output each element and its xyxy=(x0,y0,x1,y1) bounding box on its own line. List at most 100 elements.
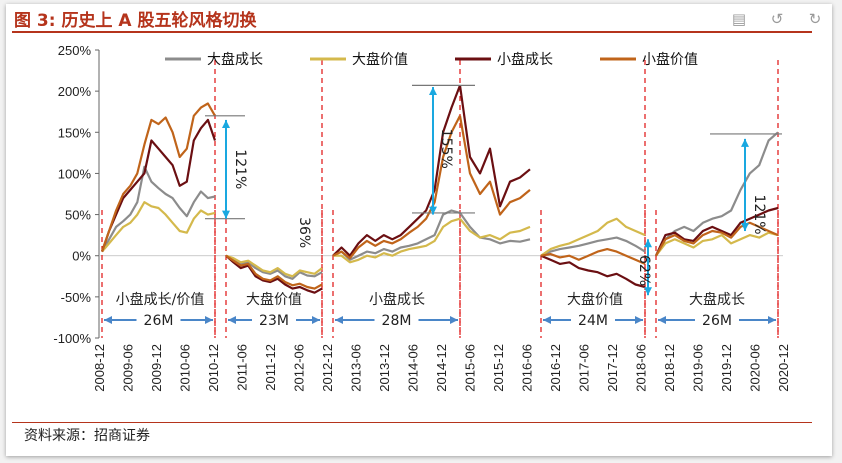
x-tick-label: 2020-12 xyxy=(776,344,791,392)
duration-label: 26M xyxy=(702,313,732,329)
legend-label: 大盘成长 xyxy=(207,51,263,68)
x-tick-label: 2016-12 xyxy=(548,344,563,392)
series-line xyxy=(655,231,779,257)
duration-bg xyxy=(571,312,615,328)
x-tick-label: 2010-06 xyxy=(178,344,193,392)
arrow-head xyxy=(644,239,652,248)
period-label: 大盘价值 xyxy=(567,291,623,308)
duration-label: 26M xyxy=(144,313,174,329)
series-line xyxy=(100,102,216,252)
duration-bg xyxy=(136,312,181,328)
source-note: 资料来源：招商证券 xyxy=(24,428,150,444)
magnitude-label: 62% xyxy=(636,255,652,286)
series-line xyxy=(225,254,323,278)
undo-icon[interactable]: ↺ xyxy=(770,10,784,28)
series-line xyxy=(332,209,461,261)
arrow-head xyxy=(741,223,749,232)
magnitude-label: 36% xyxy=(296,217,312,248)
toolbar: ▤ ↺ ↻ xyxy=(730,10,824,28)
duration-label: 28M xyxy=(382,313,412,329)
x-tick-label: 2011-12 xyxy=(263,344,278,391)
x-tick-label: 2012-12 xyxy=(320,344,335,392)
title-rule xyxy=(12,31,812,33)
period-label: 小盘成长/价值 xyxy=(116,291,205,308)
series-line xyxy=(459,218,531,241)
period-label: 大盘成长 xyxy=(689,291,745,308)
legend-label: 大盘价值 xyxy=(352,51,408,68)
x-tick-label: 2018-06 xyxy=(634,344,649,392)
x-tick-label: 2015-06 xyxy=(463,344,478,392)
series-line xyxy=(540,217,646,257)
x-tick-label: 2016-06 xyxy=(520,344,535,392)
series-line xyxy=(459,212,531,245)
series-line xyxy=(225,254,323,290)
arrow-head xyxy=(429,206,437,215)
x-tick-label: 2014-12 xyxy=(434,344,449,392)
x-tick-label: 2015-12 xyxy=(491,344,506,392)
series-line xyxy=(458,115,531,216)
legend-label: 小盘价值 xyxy=(642,51,698,68)
legend-label: 小盘成长 xyxy=(497,51,553,68)
footer-rule xyxy=(12,422,812,423)
x-tick-label: 2008-12 xyxy=(92,344,107,392)
arrow-head xyxy=(658,316,666,324)
duration-label: 24M xyxy=(578,313,608,329)
x-tick-label: 2017-12 xyxy=(605,344,620,392)
x-tick-label: 2019-06 xyxy=(691,344,706,392)
x-tick-label: 2013-12 xyxy=(377,344,392,392)
series-line xyxy=(225,254,323,280)
series-line xyxy=(655,221,779,257)
series-line xyxy=(100,118,217,252)
series-line xyxy=(225,254,323,294)
arrow-head xyxy=(222,119,230,128)
y-tick-label: 100% xyxy=(58,166,92,181)
arrow-head xyxy=(768,316,776,324)
series-line xyxy=(458,85,531,208)
duration-label: 23M xyxy=(259,313,289,329)
period-label: 大盘价值 xyxy=(246,291,302,308)
magnitude-label: 121% xyxy=(751,195,767,235)
x-tick-label: 2009-06 xyxy=(121,344,136,392)
x-tick-label: 2011-06 xyxy=(235,344,250,391)
series-line xyxy=(655,131,779,257)
arrow-head xyxy=(312,316,320,324)
arrow-head xyxy=(450,316,458,324)
arrow-head xyxy=(205,316,213,324)
duration-bg xyxy=(252,312,296,328)
x-tick-label: 2014-06 xyxy=(406,344,421,392)
y-tick-label: 50% xyxy=(65,208,91,223)
period-label: 小盘成长 xyxy=(369,291,425,308)
magnitude-label: 155% xyxy=(438,129,454,169)
series-line xyxy=(101,165,216,253)
y-tick-label: 150% xyxy=(58,125,92,140)
series-line xyxy=(332,85,462,257)
y-tick-label: 250% xyxy=(58,43,92,58)
y-tick-label: -100% xyxy=(53,331,91,346)
magnitude-label: 121% xyxy=(232,149,248,189)
series-line xyxy=(540,248,646,265)
arrow-head xyxy=(543,316,551,324)
x-tick-label: 2020-06 xyxy=(748,344,763,392)
series-line xyxy=(333,217,461,264)
series-line xyxy=(332,115,461,260)
x-tick-label: 2017-06 xyxy=(577,344,592,392)
series-line xyxy=(540,236,646,257)
arrow-head xyxy=(635,316,643,324)
figure-title: 图 3: 历史上 A 股五轮风格切换 xyxy=(14,11,257,31)
series-line xyxy=(101,201,216,253)
redo-icon[interactable]: ↻ xyxy=(808,10,822,28)
series-line xyxy=(654,206,779,257)
series-line xyxy=(540,254,646,289)
arrow-head xyxy=(741,138,749,147)
x-tick-label: 2019-12 xyxy=(719,344,734,392)
arrow-head xyxy=(222,210,230,219)
document-icon[interactable]: ▤ xyxy=(731,10,747,28)
y-tick-label: 0% xyxy=(72,249,91,264)
arrow-head xyxy=(644,287,652,296)
x-tick-label: 2018-12 xyxy=(662,344,677,392)
x-tick-label: 2009-12 xyxy=(149,344,164,392)
duration-bg xyxy=(374,312,419,328)
y-tick-label: -50% xyxy=(61,290,92,305)
y-tick-label: 200% xyxy=(58,84,92,99)
